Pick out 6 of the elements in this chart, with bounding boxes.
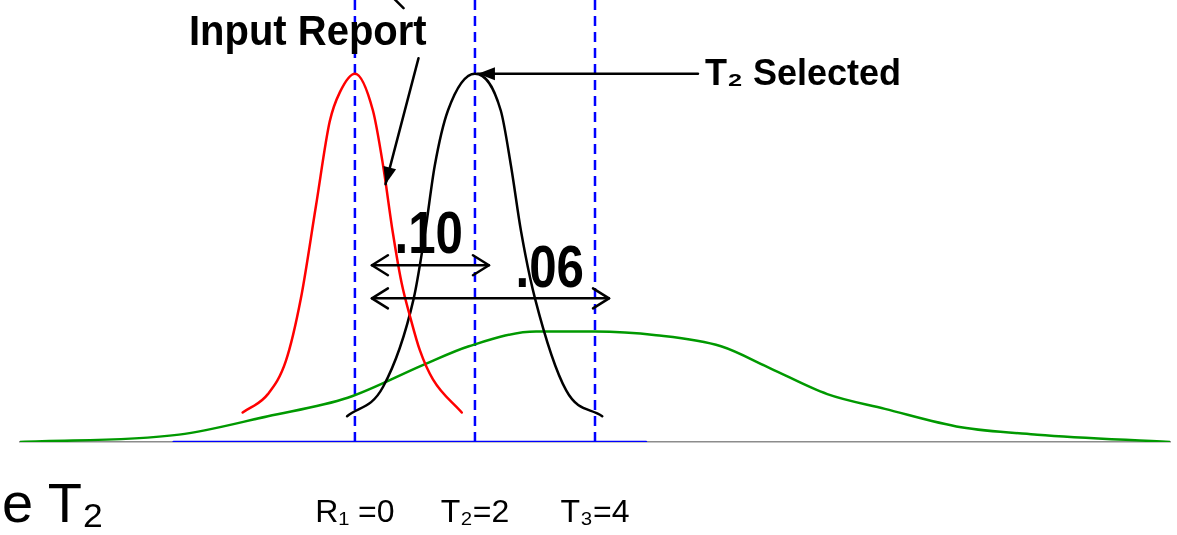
x-tick-label: T₂=2	[440, 493, 510, 530]
x-tick-label: T₃=4	[560, 493, 630, 530]
annotation: Input Report	[188, 5, 427, 54]
text: e T₂	[2, 470, 104, 534]
annotation: T₂ Selected	[704, 52, 902, 94]
x-tick-label: R₁ =0	[315, 493, 395, 530]
